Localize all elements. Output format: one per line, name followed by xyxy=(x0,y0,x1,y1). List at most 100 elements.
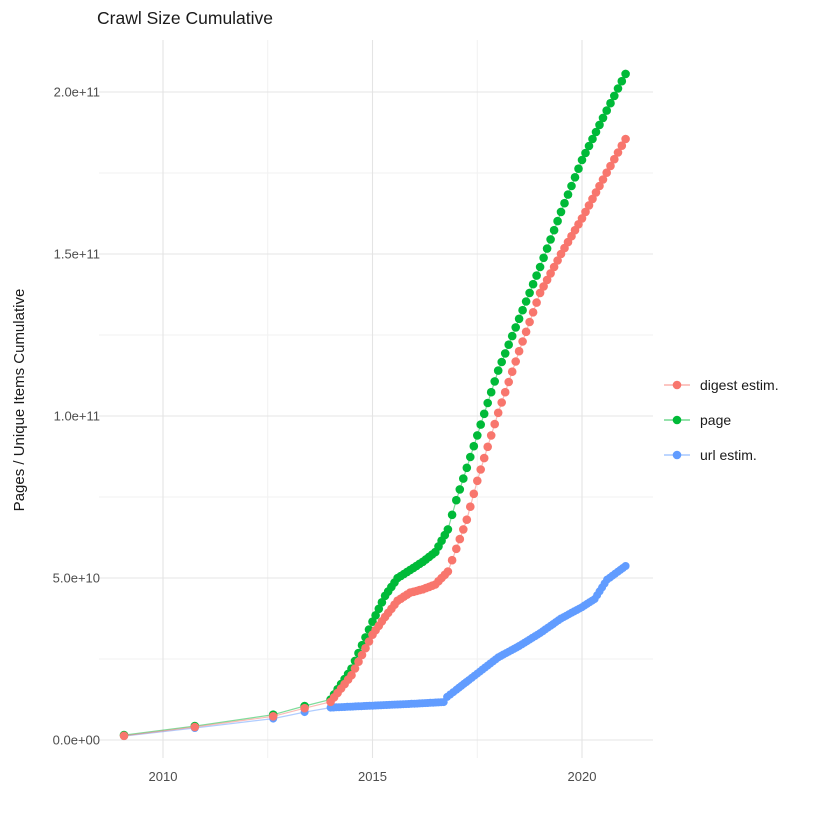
data-point xyxy=(542,244,552,253)
data-point xyxy=(514,314,524,324)
data-point xyxy=(473,431,482,440)
data-point xyxy=(602,106,611,115)
data-point xyxy=(364,637,374,646)
data-point xyxy=(300,703,309,713)
data-point xyxy=(542,275,552,285)
data-point xyxy=(462,463,472,473)
legend-item-page: page xyxy=(662,412,822,428)
data-point xyxy=(521,327,531,337)
legend-key-dot xyxy=(672,415,682,425)
data-point xyxy=(563,190,573,199)
data-point xyxy=(473,476,482,486)
data-point xyxy=(546,269,555,278)
data-point xyxy=(507,331,517,341)
data-point xyxy=(368,617,377,626)
data-point xyxy=(497,398,507,407)
legend-item-url-estim: url estim. xyxy=(662,447,822,463)
data-point xyxy=(560,198,569,208)
data-point xyxy=(591,188,601,197)
data-point xyxy=(621,562,630,570)
data-point xyxy=(268,712,278,721)
data-point xyxy=(469,489,479,499)
data-point xyxy=(539,253,548,263)
data-point xyxy=(511,323,520,332)
data-point xyxy=(466,502,475,512)
data-point xyxy=(486,387,496,397)
data-point xyxy=(371,611,380,620)
y-tick-label: 0.0e+00 xyxy=(53,733,100,748)
data-point xyxy=(606,98,615,108)
data-point xyxy=(598,175,608,184)
data-point xyxy=(595,120,604,130)
data-point xyxy=(455,485,465,494)
data-point xyxy=(528,279,538,289)
data-point xyxy=(469,441,479,451)
data-point xyxy=(574,164,583,173)
legend-key-url-icon xyxy=(664,450,690,460)
data-point xyxy=(521,297,531,306)
data-point xyxy=(504,340,513,350)
chart-title: Crawl Size Cumulative xyxy=(97,8,274,28)
data-point xyxy=(443,567,453,576)
data-point xyxy=(518,337,527,346)
legend: digest estim. page url estim. xyxy=(662,377,822,482)
gridlines-major xyxy=(99,40,653,758)
data-point xyxy=(581,207,590,217)
data-point xyxy=(476,420,486,429)
data-point xyxy=(490,377,500,386)
axis-tick-labels: 0.0e+00 5.0e+10 1.0e+11 1.5e+11 2.0e+11 2010 2… xyxy=(53,85,597,785)
data-point xyxy=(357,650,367,660)
legend-item-digest-estim: digest estim. xyxy=(662,377,822,393)
data-point xyxy=(347,670,356,680)
data-point xyxy=(546,235,555,244)
data-point xyxy=(567,181,576,191)
data-point xyxy=(500,349,510,358)
data-point xyxy=(581,148,590,158)
data-point xyxy=(511,357,520,366)
data-point xyxy=(504,377,513,387)
data-point xyxy=(577,155,587,165)
data-point xyxy=(466,452,475,462)
legend-label: digest estim. xyxy=(700,377,779,393)
legend-key-page-icon xyxy=(664,415,690,425)
y-tick-label: 5.0e+10 xyxy=(53,571,100,586)
legend-key-digest-icon xyxy=(664,380,690,390)
data-point xyxy=(514,346,524,356)
data-point xyxy=(621,69,630,79)
data-point xyxy=(518,305,527,315)
data-point xyxy=(361,643,370,653)
data-point xyxy=(598,113,608,123)
y-tick-label: 1.5e+11 xyxy=(54,247,100,262)
x-tick-label: 2020 xyxy=(568,769,597,784)
data-point xyxy=(486,431,496,440)
data-point xyxy=(539,282,548,291)
data-point xyxy=(584,141,594,151)
data-point xyxy=(613,148,623,157)
data-point xyxy=(535,288,545,298)
data-point xyxy=(549,225,559,235)
data-point xyxy=(617,76,627,86)
data-point xyxy=(525,317,534,327)
data-point xyxy=(556,207,566,217)
legend-label: url estim. xyxy=(700,447,757,463)
data-point xyxy=(606,161,615,171)
data-point xyxy=(549,262,559,272)
data-point xyxy=(532,298,541,307)
data-point xyxy=(452,495,461,505)
data-point xyxy=(350,664,360,673)
legend-key-dot xyxy=(672,380,682,390)
data-point xyxy=(483,442,493,452)
data-point xyxy=(462,515,472,524)
data-point xyxy=(621,134,630,144)
data-point xyxy=(119,731,129,741)
data-point xyxy=(459,525,468,534)
data-point xyxy=(613,84,623,93)
data-point xyxy=(479,409,489,419)
series-line xyxy=(123,565,626,737)
data-point xyxy=(588,194,597,204)
data-point xyxy=(190,722,200,732)
data-point xyxy=(493,366,503,375)
data-point xyxy=(452,544,461,554)
